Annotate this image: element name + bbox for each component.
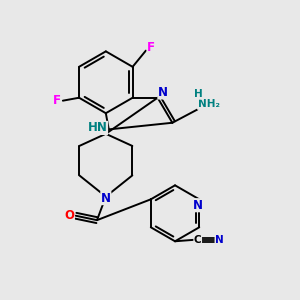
Text: H: H	[194, 89, 203, 99]
Text: N: N	[158, 86, 168, 99]
Text: HN: HN	[88, 122, 107, 134]
Text: NH₂: NH₂	[198, 99, 220, 109]
Text: N: N	[193, 199, 203, 212]
Text: C: C	[194, 235, 202, 245]
Text: F: F	[147, 40, 155, 54]
Text: F: F	[53, 94, 61, 107]
Text: O: O	[64, 208, 74, 222]
Text: N: N	[215, 235, 224, 245]
Text: N: N	[101, 192, 111, 205]
